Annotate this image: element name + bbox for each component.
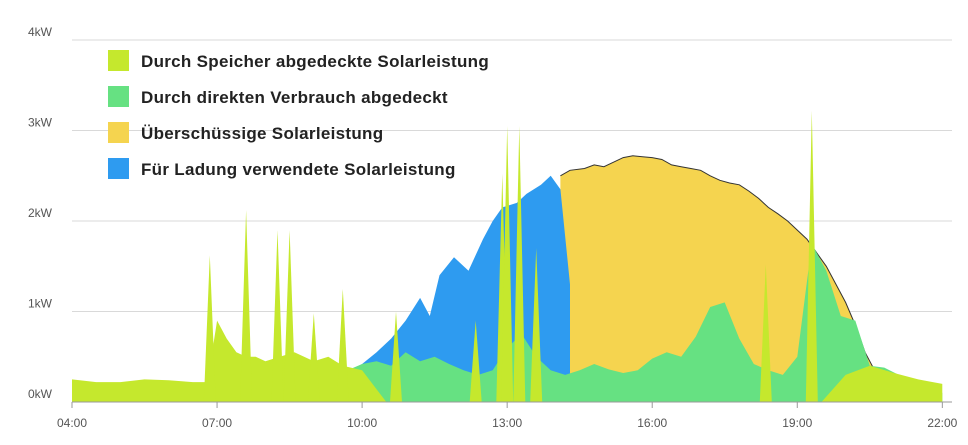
series-0 <box>560 155 876 402</box>
series-spike <box>336 288 349 402</box>
legend-item: Durch direkten Verbrauch abgedeckt <box>108 86 448 107</box>
legend-label: Durch Speicher abgedeckte Solarleistung <box>141 52 489 71</box>
x-tick-label: 22:00 <box>927 416 957 430</box>
legend-swatch <box>108 158 129 179</box>
y-tick-label: 4kW <box>28 25 53 39</box>
y-tick-label: 2kW <box>28 206 53 220</box>
legend-label: Durch direkten Verbrauch abgedeckt <box>141 88 448 107</box>
x-tick-label: 04:00 <box>57 416 87 430</box>
y-tick-label: 1kW <box>28 297 53 311</box>
series-2 <box>72 243 943 402</box>
series-spike <box>501 126 514 402</box>
series-spike <box>271 230 284 402</box>
x-tick-label: 13:00 <box>492 416 522 430</box>
legend-swatch <box>108 122 129 143</box>
legend-item: Für Ladung verwendete Solarleistung <box>108 158 456 179</box>
legend-item: Überschüssige Solarleistung <box>108 122 383 143</box>
series-3 <box>72 110 943 402</box>
y-axis-ticks: 0kW 1kW 2kW 3kW 4kW <box>28 25 53 401</box>
series-area <box>560 155 875 402</box>
series-spike <box>805 110 818 402</box>
x-axis: 04:00 07:00 10:00 13:00 16:00 19:00 22:00 <box>57 401 958 430</box>
x-tick-label: 16:00 <box>637 416 667 430</box>
series-spike <box>203 255 216 402</box>
series-spike <box>469 320 482 402</box>
area-series <box>72 110 943 402</box>
series-spike <box>390 311 402 402</box>
legend-item: Durch Speicher abgedeckte Solarleistung <box>108 50 489 71</box>
legend-label: Überschüssige Solarleistung <box>141 124 383 143</box>
x-tick-label: 10:00 <box>347 416 377 430</box>
series-spike <box>513 126 526 402</box>
x-tick-label: 19:00 <box>782 416 812 430</box>
series-spike <box>240 210 253 402</box>
legend-label: Für Ladung verwendete Solarleistung <box>141 160 456 179</box>
series-spike <box>283 230 296 402</box>
series-outline <box>560 155 876 371</box>
y-tick-label: 3kW <box>28 116 53 130</box>
series-spike <box>307 313 320 402</box>
series-spike <box>759 264 772 402</box>
legend-swatch <box>108 50 129 71</box>
x-tick-label: 07:00 <box>202 416 232 430</box>
legend-swatch <box>108 86 129 107</box>
y-tick-label: 0kW <box>28 387 53 401</box>
series-spike <box>530 248 543 402</box>
series-area <box>72 243 943 402</box>
legend: Durch Speicher abgedeckte Solarleistung D… <box>108 50 489 179</box>
